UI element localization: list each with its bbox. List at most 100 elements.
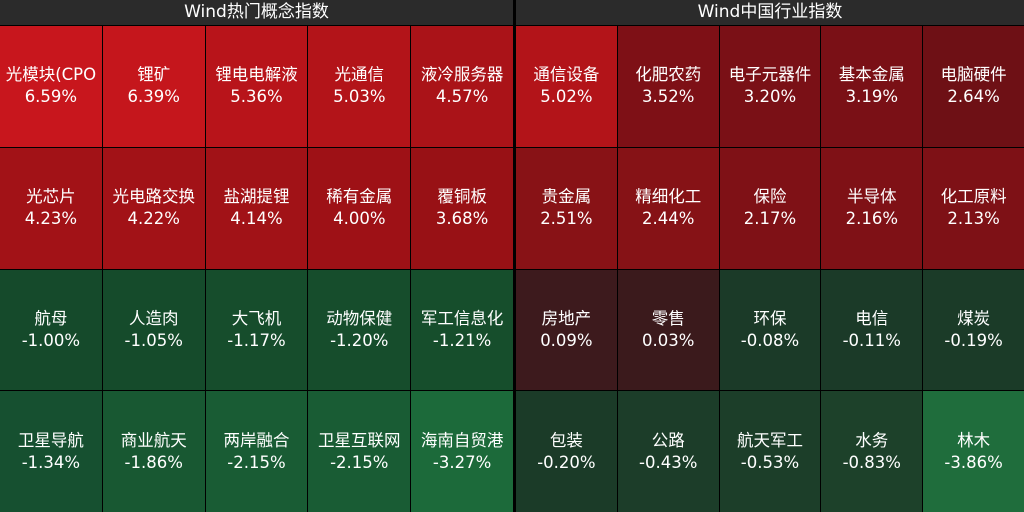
heatmap-tile[interactable]: 人造肉 -1.05% (102, 269, 205, 391)
tile-name: 两岸融合 (223, 430, 290, 450)
heatmap-tile[interactable]: 卫星导航 -1.34% (0, 391, 102, 512)
heatmap-tile[interactable]: 动物保健 -1.20% (308, 269, 411, 391)
tile-change-percent: -0.43% (639, 452, 698, 472)
tile-change-percent: 0.09% (540, 330, 593, 350)
heatmap-tile[interactable]: 锂矿 6.39% (102, 26, 205, 147)
heatmap-tile[interactable]: 包装 -0.20% (516, 391, 617, 512)
heatmap-tile[interactable]: 光通信 5.03% (308, 26, 411, 147)
tile-name: 商业航天 (120, 430, 187, 450)
tile-change-percent: -0.53% (740, 452, 800, 472)
tile-change-percent: -3.86% (944, 452, 1003, 472)
heatmap-tile[interactable]: 电脑硬件 2.64% (923, 26, 1024, 147)
tile-change-percent: -1.21% (432, 330, 492, 350)
heatmap-tile[interactable]: 煤炭 -0.19% (923, 269, 1024, 391)
tile-name: 卫星互联网 (318, 430, 401, 450)
heatmap-tile[interactable]: 航母 -1.00% (0, 269, 102, 391)
tile-change-percent: 3.68% (435, 209, 489, 229)
heatmap-tile[interactable]: 商业航天 -1.86% (102, 391, 205, 512)
heatmap-tile[interactable]: 光模块(CPO 6.59% (0, 26, 102, 147)
heatmap-tile[interactable]: 水务 -0.83% (821, 391, 923, 512)
tile-change-percent: -0.20% (537, 452, 596, 472)
heatmap-tile[interactable]: 海南自贸港 -3.27% (411, 391, 513, 512)
tile-change-percent: -1.05% (124, 330, 183, 350)
tile-change-percent: -0.11% (842, 330, 901, 350)
heatmap-tile[interactable]: 光芯片 4.23% (0, 147, 102, 269)
tile-change-percent: 2.17% (743, 209, 797, 229)
heatmap-tile[interactable]: 大飞机 -1.17% (205, 269, 308, 391)
tile-change-percent: 5.36% (230, 87, 283, 107)
heatmap-tile[interactable]: 零售 0.03% (617, 269, 719, 391)
tile-name: 林木 (957, 430, 991, 450)
heatmap-tile[interactable]: 林木 -3.86% (923, 391, 1024, 512)
tile-name: 贵金属 (541, 187, 592, 207)
heatmap-tile[interactable]: 房地产 0.09% (516, 269, 617, 391)
heatmap-tile[interactable]: 精细化工 2.44% (617, 147, 719, 269)
panel-title: Wind中国行业指数 (516, 0, 1024, 26)
heatmap-tile[interactable]: 卫星互联网 -2.15% (308, 391, 411, 512)
heatmap-tile[interactable]: 环保 -0.08% (719, 269, 821, 391)
tile-change-percent: 2.13% (947, 209, 1000, 229)
tile-change-percent: -1.34% (21, 452, 81, 472)
tile-change-percent: -0.83% (842, 452, 901, 472)
heatmap-tile[interactable]: 两岸融合 -2.15% (205, 391, 308, 512)
tile-name: 动物保健 (326, 308, 393, 328)
tile-change-percent: -1.86% (124, 452, 183, 472)
heatmap-tile[interactable]: 贵金属 2.51% (516, 147, 617, 269)
heatmap-tile[interactable]: 公路 -0.43% (617, 391, 719, 512)
tile-name: 航母 (34, 308, 68, 328)
tile-change-percent: 0.03% (641, 330, 695, 350)
heatmap-tile[interactable]: 锂电电解液 5.36% (205, 26, 308, 147)
tile-change-percent: -2.15% (227, 452, 286, 472)
tile-change-percent: -1.20% (330, 330, 389, 350)
tile-name: 电信 (855, 308, 889, 328)
tile-name: 光芯片 (26, 187, 76, 207)
tile-name: 包装 (549, 430, 583, 450)
heatmap-tile[interactable]: 覆铜板 3.68% (411, 147, 513, 269)
tile-name: 大飞机 (231, 308, 282, 328)
tile-name: 液冷服务器 (420, 65, 504, 85)
tile-change-percent: 4.22% (127, 209, 180, 229)
tile-name: 锂电电解液 (215, 65, 298, 85)
tile-name: 环保 (753, 308, 787, 328)
industry-index-panel: Wind中国行业指数 通信设备 5.02% 化肥农药 3.52% 电子元器件 3.20% 基… (516, 0, 1024, 512)
tile-name: 煤炭 (957, 308, 991, 328)
heatmap-tile[interactable]: 化肥农药 3.52% (617, 26, 719, 147)
tile-change-percent: 5.02% (540, 87, 593, 107)
tile-change-percent: 2.16% (845, 209, 898, 229)
heatmap-tile[interactable]: 稀有金属 4.00% (308, 147, 411, 269)
heatmap-tile[interactable]: 化工原料 2.13% (923, 147, 1024, 269)
tile-change-percent: 3.20% (743, 87, 797, 107)
tile-change-percent: 6.59% (24, 87, 78, 107)
heatmap-tile[interactable]: 通信设备 5.02% (516, 26, 617, 147)
panel-title: Wind热门概念指数 (0, 0, 513, 26)
heatmap-tile[interactable]: 液冷服务器 4.57% (411, 26, 513, 147)
tile-change-percent: 4.23% (24, 209, 78, 229)
industry-index-grid: 通信设备 5.02% 化肥农药 3.52% 电子元器件 3.20% 基本金属 3.19% 电脑硬… (516, 26, 1024, 512)
heatmap-tile[interactable]: 航天军工 -0.53% (719, 391, 821, 512)
tile-change-percent: -2.15% (330, 452, 389, 472)
tile-name: 军工信息化 (420, 308, 504, 328)
tile-name: 半导体 (847, 187, 897, 207)
tile-change-percent: -3.27% (432, 452, 492, 472)
heatmap-tile[interactable]: 电子元器件 3.20% (719, 26, 821, 147)
tile-name: 人造肉 (128, 308, 179, 328)
tile-change-percent: 4.14% (230, 209, 283, 229)
heatmap-tile[interactable]: 军工信息化 -1.21% (411, 269, 513, 391)
tile-change-percent: -1.17% (227, 330, 286, 350)
tile-name: 稀有金属 (326, 187, 393, 207)
heatmap-tile[interactable]: 光电路交换 4.22% (102, 147, 205, 269)
tile-change-percent: 3.19% (845, 87, 898, 107)
tile-name: 公路 (651, 430, 685, 450)
tile-name: 化肥农药 (635, 65, 702, 85)
heatmap-tile[interactable]: 盐湖提锂 4.14% (205, 147, 308, 269)
heatmap-tile[interactable]: 半导体 2.16% (821, 147, 923, 269)
heatmap-tile[interactable]: 保险 2.17% (719, 147, 821, 269)
tile-change-percent: 4.00% (333, 209, 386, 229)
heatmap-tile[interactable]: 电信 -0.11% (821, 269, 923, 391)
heatmap-tile[interactable]: 基本金属 3.19% (821, 26, 923, 147)
tile-change-percent: -0.19% (944, 330, 1003, 350)
tile-name: 盐湖提锂 (223, 187, 290, 207)
tile-name: 航天军工 (736, 430, 803, 450)
concept-index-panel: Wind热门概念指数 光模块(CPO 6.59% 锂矿 6.39% 锂电电解液 5.36%… (0, 0, 513, 512)
